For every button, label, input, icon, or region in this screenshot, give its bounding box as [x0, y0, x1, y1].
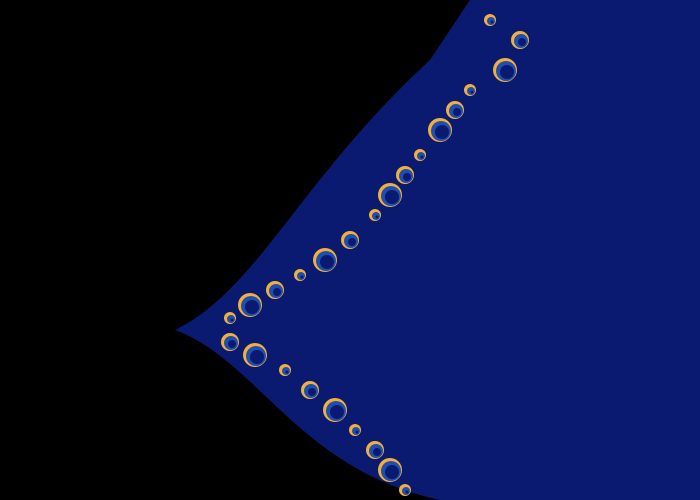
- bud-core: [385, 465, 399, 479]
- bud-core: [355, 430, 359, 434]
- bud-core: [285, 370, 289, 374]
- fractal-buds: [221, 14, 529, 496]
- bud-core: [403, 173, 411, 181]
- bud-core: [490, 20, 494, 24]
- bud-core: [518, 38, 526, 46]
- bud-core: [405, 490, 409, 494]
- bud-core: [330, 405, 344, 419]
- bud-core: [375, 215, 379, 219]
- bud-core: [228, 340, 236, 348]
- bud-core: [470, 90, 474, 94]
- bud-core: [273, 288, 281, 296]
- bud-core: [308, 388, 316, 396]
- bud-core: [230, 318, 234, 322]
- bud-core: [348, 238, 356, 246]
- bud-core: [373, 448, 381, 456]
- bud-core: [245, 300, 259, 314]
- bud-core: [435, 125, 449, 139]
- bud-core: [453, 108, 461, 116]
- bud-core: [320, 255, 334, 269]
- bud-core: [300, 275, 304, 279]
- color-bands: [175, 0, 700, 500]
- bud-core: [250, 350, 264, 364]
- bud-core: [420, 155, 424, 159]
- bud-core: [385, 190, 399, 204]
- bud-core: [500, 65, 514, 79]
- color-band: [175, 0, 700, 500]
